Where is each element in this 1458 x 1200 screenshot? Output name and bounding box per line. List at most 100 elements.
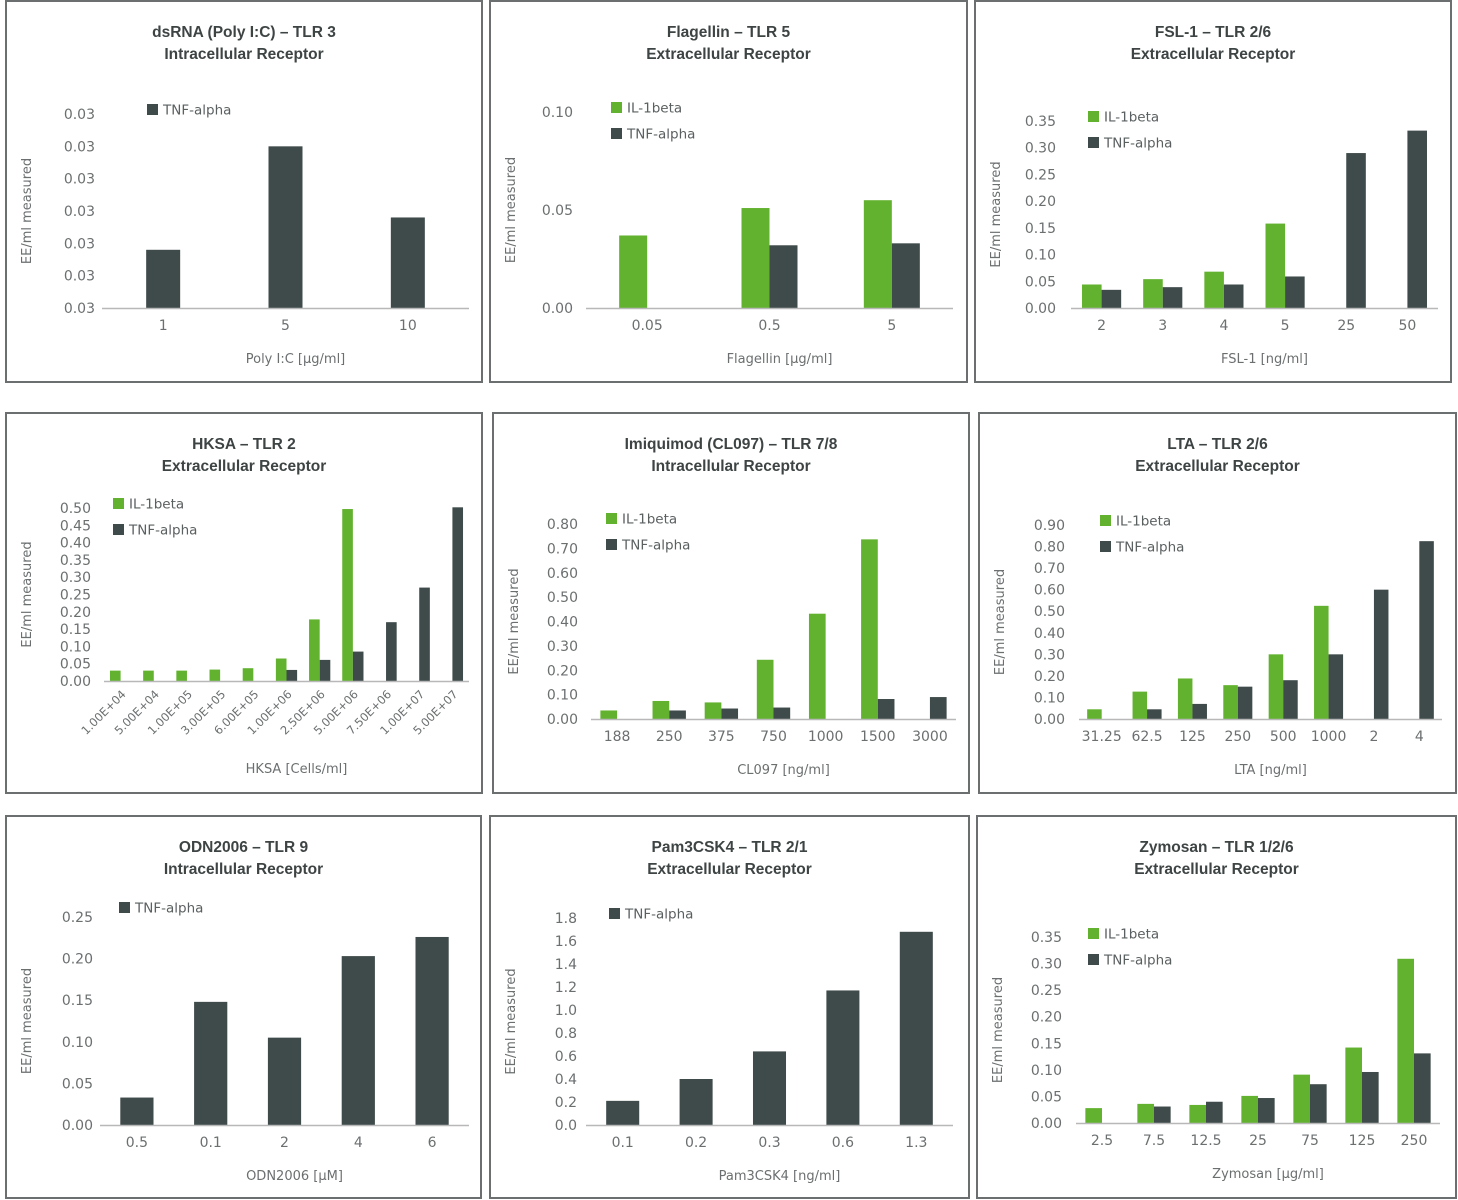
y-tick-label: 0.80 [547,517,578,533]
bar-il1beta-1 [741,208,770,308]
legend-label: IL-1beta [622,512,677,528]
chart-panel-pam3csk4: Pam3CSK4 – TLR 2/1 Extracellular Receptor… [489,815,970,1199]
x-tick-label: 1000 [808,729,844,745]
y-tick-label: 0.00 [1034,712,1065,728]
bar-tnfalpha-6 [1373,589,1389,719]
bar-il1beta-2 [1204,271,1224,308]
legend-swatch [606,539,617,550]
bar-tnfalpha-1 [1154,1106,1171,1123]
bar-tnfalpha-7 [352,651,364,681]
chart-subtitle: Extracellular Receptor [1134,861,1299,878]
x-axis-label: CL097 [ng/ml] [737,763,830,778]
bar-tnfalpha-4 [1346,153,1366,308]
legend-item-tnfalpha: TNF-alpha [1088,953,1172,969]
y-tick-label: 0.05 [60,657,91,673]
bar-tnfalpha-0 [120,1097,154,1125]
chart-subtitle: Intracellular Receptor [164,861,323,878]
bar-tnfalpha-2 [267,1037,302,1125]
bar-tnfalpha-2 [390,217,425,308]
x-axis-label: Flagellin [µg/ml] [727,352,833,367]
y-axis-label: EE/ml measured [20,541,35,647]
y-tick-label: 0.60 [547,566,578,582]
bar-tnfalpha-1 [669,710,686,719]
y-tick-label: 0.40 [1034,626,1065,642]
x-tick-label: 4 [354,1135,363,1151]
y-tick-label: 0.05 [1031,1089,1062,1105]
legend-label: TNF-alpha [624,907,693,923]
bar-tnfalpha-5 [286,669,298,681]
bar-tnfalpha-4 [899,931,933,1125]
legend-item-il1beta: IL-1beta [1100,514,1171,530]
chart-svg: Pam3CSK4 – TLR 2/1 Extracellular Receptor… [504,839,953,1184]
x-tick-label: 25 [1249,1133,1267,1149]
x-axis-label: Pam3CSK4 [ng/ml] [719,1169,841,1184]
bar-tnfalpha-1 [679,1079,713,1125]
legend-item-il1beta: IL-1beta [1088,927,1159,943]
y-tick-label: 0.00 [60,674,91,690]
x-tick-label: 188 [604,729,631,745]
y-tick-label: 0.35 [60,553,91,569]
bar-tnfalpha-1 [1162,287,1183,308]
x-tick-label: 0.05 [632,318,663,334]
x-axis-label: FSL-1 [ng/ml] [1221,352,1308,367]
x-axis-label: HKSA [Cells/ml] [246,762,348,777]
y-tick-label: 0.20 [60,605,91,621]
y-tick-label: 0.10 [1025,248,1056,264]
x-tick-label: 2 [1097,318,1106,334]
y-axis-label: EE/ml measured [991,977,1006,1083]
y-tick-label: 0.10 [1034,690,1065,706]
y-axis-label: EE/ml measured [507,568,522,674]
y-axis-label: EE/ml measured [504,157,519,263]
bar-tnfalpha-6 [929,697,947,719]
y-tick-label: 0.90 [1034,518,1065,534]
y-tick-label: 0.15 [1031,1036,1062,1052]
y-tick-label: 0.50 [547,590,578,606]
x-tick-label: 1500 [860,729,896,745]
bar-il1beta-6 [1397,958,1414,1123]
y-tick-label: 0.03 [64,269,95,285]
legend-item-il1beta: IL-1beta [1088,110,1159,126]
chart-panel-zymosan: Zymosan – TLR 1/2/6 Extracellular Recepto… [976,815,1457,1199]
y-tick-label: 0.03 [64,204,95,220]
bar-tnfalpha-1 [268,146,303,308]
bar-tnfalpha-3 [1237,686,1253,719]
y-tick-label: 0.25 [1025,167,1056,183]
legend-label: TNF-alpha [1103,136,1172,152]
bar-il1beta-0 [109,670,121,681]
y-tick-label: 0.45 [60,518,91,534]
x-tick-label: 62.5 [1131,729,1162,745]
bar-tnfalpha-8 [386,622,397,681]
legend-swatch [611,102,622,113]
y-axis-label: EE/ml measured [989,161,1004,267]
y-tick-label: 1.2 [555,980,577,996]
legend-label: TNF-alpha [134,901,203,917]
chart-panel-hksa: HKSA – TLR 2 Extracellular Receptor 0.00 0.… [5,412,483,794]
legend-item-tnfalpha: TNF-alpha [609,907,693,923]
legend-swatch [606,513,617,524]
x-tick-label: 1 [159,318,168,334]
chart-svg: Flagellin – TLR 5 Extracellular Receptor 0… [504,24,953,367]
legend-label: IL-1beta [1104,110,1159,126]
y-tick-label: 0.40 [547,615,578,631]
y-tick-label: 0.30 [1025,141,1056,157]
bar-tnfalpha-1 [1147,709,1162,719]
chart-subtitle: Extracellular Receptor [647,861,812,878]
x-tick-label: 375 [708,729,735,745]
legend-label: TNF-alpha [621,538,690,554]
x-tick-label: 25 [1337,318,1355,334]
bar-il1beta-3 [756,659,774,719]
bar-il1beta-0 [619,235,648,308]
x-tick-label: 50 [1399,318,1417,334]
x-axis-label: Zymosan [µg/ml] [1212,1167,1324,1182]
bar-tnfalpha-0 [146,249,181,308]
y-tick-label: 0.05 [542,203,573,219]
y-tick-label: 0.30 [1034,647,1065,663]
x-tick-label: 750 [760,729,787,745]
bar-il1beta-2 [176,670,187,681]
chart-subtitle: Extracellular Receptor [162,458,327,475]
bar-tnfalpha-4 [415,936,449,1125]
x-tick-label: 2 [1369,729,1378,745]
bar-tnfalpha-5 [1362,1071,1379,1123]
bar-il1beta-1 [143,670,154,681]
bar-il1beta-3 [1223,685,1238,719]
